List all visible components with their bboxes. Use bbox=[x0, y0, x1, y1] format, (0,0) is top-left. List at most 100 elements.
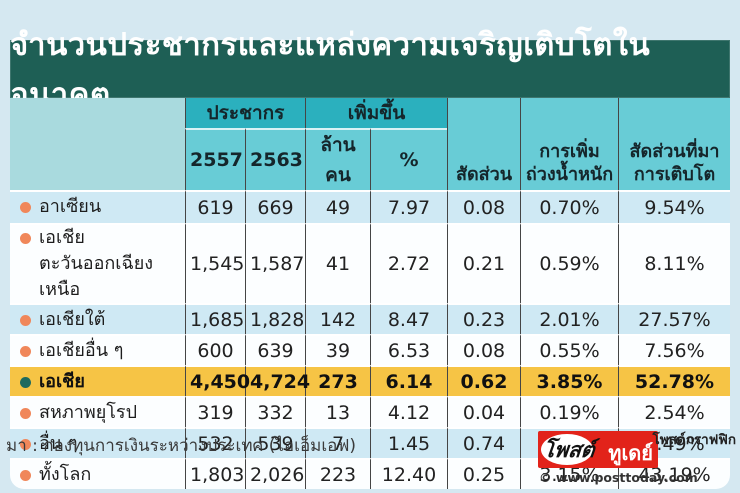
posttoday-logo: โพสต์ ทูเดย์ bbox=[538, 431, 658, 468]
cell-share: 0.23 bbox=[447, 303, 520, 335]
table-row: เอเชีย ตะวันออกเฉียงเหนือ 1,545 1,587 41… bbox=[10, 223, 730, 304]
header-share: สัดส่วน bbox=[447, 98, 520, 190]
region-name: อาเซียน bbox=[39, 196, 102, 218]
table-row: สหภาพยุโรป 319 332 13 4.12 0.04 0.19% 2.… bbox=[10, 396, 730, 428]
cell-increase-percent: 7.97 bbox=[370, 190, 447, 223]
region-name: เอเชียอื่น ๆ bbox=[39, 339, 124, 361]
region-name-cell: เอเชียใต้ bbox=[10, 303, 185, 335]
header-year-2563: 2563 bbox=[245, 128, 305, 190]
region-name-cell: อาเซียน bbox=[10, 190, 185, 223]
bullet-icon bbox=[20, 314, 31, 326]
cell-increase-percent: 6.14 bbox=[370, 365, 447, 397]
cell-growth-share: 9.54% bbox=[618, 190, 730, 223]
cell-growth-share: 2.54% bbox=[618, 396, 730, 428]
bullet-icon bbox=[20, 202, 31, 214]
cell-pop-2557: 619 bbox=[185, 190, 245, 223]
region-name-cell: เอเชีย bbox=[10, 365, 185, 397]
cell-increase-million: 13 bbox=[305, 396, 370, 428]
cell-pop-2563: 332 bbox=[245, 396, 305, 428]
table-row: อาเซียน 619 669 49 7.97 0.08 0.70% 9.54% bbox=[10, 190, 730, 223]
cell-share: 0.21 bbox=[447, 223, 520, 304]
cell-pop-2563: 1,828 bbox=[245, 303, 305, 335]
cell-share: 0.08 bbox=[447, 334, 520, 366]
header-group-population: ประชากร bbox=[185, 98, 305, 128]
cell-share: 0.25 bbox=[447, 458, 520, 490]
cell-pop-2557: 319 bbox=[185, 396, 245, 428]
cell-pop-2557: 1,545 bbox=[185, 223, 245, 304]
cell-increase-million: 49 bbox=[305, 190, 370, 223]
logo-main-text: ทูเดย์ bbox=[608, 441, 653, 465]
header-region-blank bbox=[10, 98, 185, 190]
cell-increase-million: 223 bbox=[305, 458, 370, 490]
table-row: ทั้งโลก 1,803 2,026 223 12.40 0.25 3.15%… bbox=[10, 458, 730, 490]
region-name: เอเชีย ตะวันออกเฉียงเหนือ bbox=[39, 227, 154, 301]
cell-pop-2557: 1,803 bbox=[185, 458, 245, 490]
region-name: ทั้งโลก bbox=[39, 463, 92, 485]
cell-pop-2557: 532 bbox=[185, 427, 245, 459]
cell-growth-share: 7.56% bbox=[618, 334, 730, 366]
cell-increase-million: 142 bbox=[305, 303, 370, 335]
cell-weighted: 0.70% bbox=[520, 190, 618, 223]
region-name-cell: เอเชียอื่น ๆ bbox=[10, 334, 185, 366]
cell-pop-2563: 1,587 bbox=[245, 223, 305, 304]
cell-increase-percent: 6.53 bbox=[370, 334, 447, 366]
cell-increase-million: 39 bbox=[305, 334, 370, 366]
cell-weighted: 2.01% bbox=[520, 303, 618, 335]
cell-growth-share: 52.78% bbox=[618, 365, 730, 397]
bullet-icon bbox=[20, 233, 31, 244]
cell-increase-percent: 12.40 bbox=[370, 458, 447, 490]
cell-share: 0.74 bbox=[447, 427, 520, 459]
cell-growth-share: 27.57% bbox=[618, 303, 730, 335]
region-name: สหภาพยุโรป bbox=[39, 401, 137, 423]
population-table: ประชากร เพิ่มขึ้น สัดส่วน การเพิ่ม ถ่วงน… bbox=[10, 98, 730, 490]
region-name-cell: สหภาพยุโรป bbox=[10, 396, 185, 428]
bullet-icon bbox=[20, 469, 31, 481]
region-name: อื่น ๆ bbox=[39, 432, 78, 454]
cell-increase-percent: 2.72 bbox=[370, 223, 447, 304]
bullet-icon bbox=[20, 376, 31, 388]
header-year-2557: 2557 bbox=[185, 128, 245, 190]
source-note: มา : กองทุนการเงินระหว่างประเทศ (ไอเอ็มเ… bbox=[6, 436, 357, 456]
header-growth-source-share: สัดส่วนที่มา การเติบโต bbox=[618, 98, 730, 190]
bullet-icon bbox=[20, 407, 31, 419]
region-name-cell: อื่น ๆ bbox=[10, 427, 185, 459]
bullet-icon bbox=[20, 438, 31, 450]
header-percent: % bbox=[370, 128, 447, 190]
cell-increase-percent: 8.47 bbox=[370, 303, 447, 335]
cell-pop-2563: 539 bbox=[245, 427, 305, 459]
table-row: เอเชียอื่น ๆ 600 639 39 6.53 0.08 0.55% … bbox=[10, 334, 730, 366]
table-row-highlight-asia: เอเชีย 4,450 4,724 273 6.14 0.62 3.85% 5… bbox=[10, 365, 730, 397]
cell-increase-percent: 1.45 bbox=[370, 427, 447, 459]
cell-share: 0.08 bbox=[447, 190, 520, 223]
header-weighted-increase: การเพิ่ม ถ่วงน้ำหนัก bbox=[520, 98, 618, 190]
cell-increase-percent: 4.12 bbox=[370, 396, 447, 428]
cell-weighted: 3.85% bbox=[520, 365, 618, 397]
logo-script-text: โพสต์ bbox=[541, 438, 596, 462]
cell-increase-million: 7 bbox=[305, 427, 370, 459]
cell-increase-million: 41 bbox=[305, 223, 370, 304]
table-row: เอเชียใต้ 1,685 1,828 142 8.47 0.23 2.01… bbox=[10, 303, 730, 335]
cell-share: 0.62 bbox=[447, 365, 520, 397]
logo-white-blob bbox=[541, 434, 593, 465]
cell-pop-2557: 4,450 bbox=[185, 365, 250, 397]
cell-weighted: 3.15% bbox=[520, 458, 618, 490]
header-million-people: ล้านคน bbox=[305, 128, 370, 190]
region-name-cell: เอเชีย ตะวันออกเฉียงเหนือ bbox=[10, 223, 185, 304]
region-name: เอเชียใต้ bbox=[39, 308, 106, 330]
page-title: จำนวนประชากรและแหล่งความเจริญเติบโตในอนา… bbox=[10, 27, 730, 113]
cell-pop-2563: 639 bbox=[245, 334, 305, 366]
cell-pop-2557: 1,685 bbox=[185, 303, 245, 335]
cell-growth-share: 8.11% bbox=[618, 223, 730, 304]
cell-weighted: 0.19% bbox=[520, 396, 618, 428]
copyright-url: © www.posttoday.com bbox=[539, 470, 698, 485]
region-name: เอเชีย bbox=[39, 370, 85, 392]
population-table-container: ประชากร เพิ่มขึ้น สัดส่วน การเพิ่ม ถ่วงน… bbox=[10, 98, 730, 490]
header-group-increase: เพิ่มขึ้น bbox=[305, 98, 447, 128]
region-name-cell: ทั้งโลก bbox=[10, 458, 185, 490]
graphics-credit: โพสต์กราฟฟิก bbox=[652, 432, 736, 448]
cell-share: 0.04 bbox=[447, 396, 520, 428]
cell-pop-2563: 2,026 bbox=[245, 458, 305, 490]
bullet-icon bbox=[20, 345, 31, 357]
cell-pop-2557: 600 bbox=[185, 334, 245, 366]
cell-weighted: 0.59% bbox=[520, 223, 618, 304]
